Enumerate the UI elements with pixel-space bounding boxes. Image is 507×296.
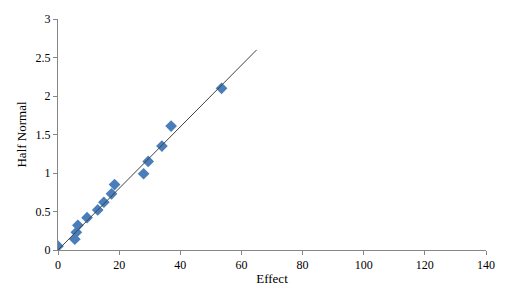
svg-text:100: 100 — [355, 258, 373, 272]
svg-text:0: 0 — [55, 258, 61, 272]
svg-text:Half Normal: Half Normal — [14, 101, 29, 167]
svg-text:3: 3 — [45, 12, 51, 26]
svg-text:1.5: 1.5 — [36, 128, 51, 142]
svg-text:0: 0 — [45, 243, 51, 257]
svg-text:0.5: 0.5 — [36, 205, 51, 219]
svg-text:40: 40 — [174, 258, 186, 272]
svg-text:2: 2 — [45, 89, 51, 103]
svg-text:1: 1 — [45, 166, 51, 180]
svg-text:140: 140 — [477, 258, 495, 272]
svg-text:20: 20 — [113, 258, 125, 272]
svg-text:80: 80 — [297, 258, 309, 272]
svg-text:2.5: 2.5 — [36, 51, 51, 65]
svg-text:60: 60 — [235, 258, 247, 272]
svg-text:120: 120 — [416, 258, 434, 272]
svg-text:Effect: Effect — [256, 271, 288, 286]
